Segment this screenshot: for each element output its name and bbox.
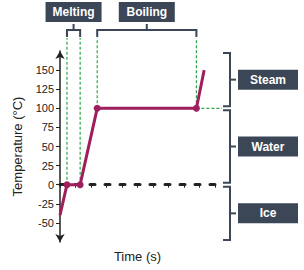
svg-text:100: 100 [36, 102, 54, 114]
svg-text:0: 0 [48, 179, 54, 191]
svg-text:150: 150 [36, 64, 54, 76]
svg-text:-50: -50 [38, 217, 54, 229]
svg-text:75: 75 [42, 121, 54, 133]
svg-text:Time (s): Time (s) [114, 249, 161, 264]
svg-text:Ice: Ice [260, 206, 277, 220]
svg-text:Temperature (°C): Temperature (°C) [10, 97, 25, 197]
svg-text:Boiling: Boiling [126, 5, 167, 19]
svg-text:Steam: Steam [250, 73, 286, 87]
svg-text:125: 125 [36, 83, 54, 95]
svg-text:Melting: Melting [53, 5, 95, 19]
svg-text:-25: -25 [38, 198, 54, 210]
svg-text:25: 25 [42, 160, 54, 172]
svg-text:Water: Water [252, 140, 285, 154]
svg-text:50: 50 [42, 141, 54, 153]
